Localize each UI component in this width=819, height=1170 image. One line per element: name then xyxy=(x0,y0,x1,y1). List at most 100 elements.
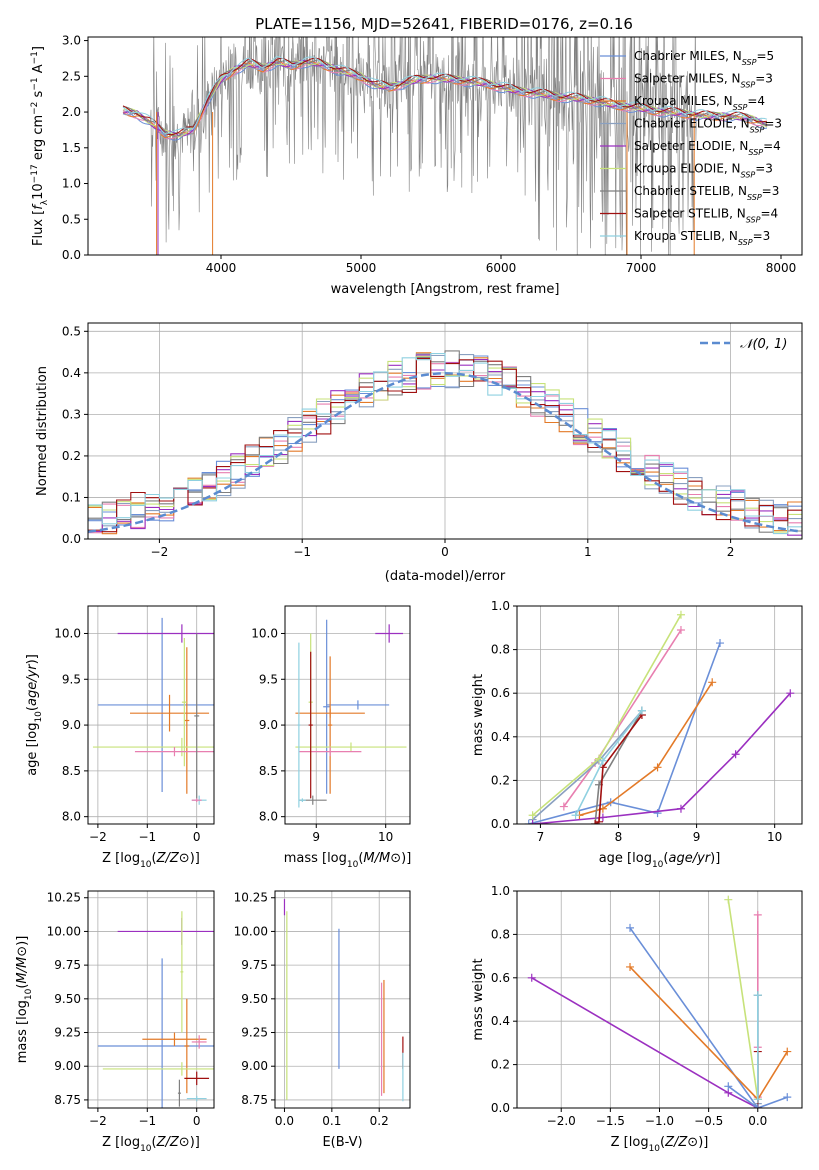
x-axis-label: E(B-V) xyxy=(322,1135,362,1150)
y-tick-label: 9.50 xyxy=(241,992,268,1006)
label-part: Z [log xyxy=(611,1135,649,1150)
legend-sub: SSP xyxy=(748,148,763,157)
legend-label: 𝒩(0, 1) xyxy=(740,337,787,352)
label-part: 10 xyxy=(140,1144,152,1154)
weight-point-marker xyxy=(676,625,685,634)
x-tick-label: 2 xyxy=(727,545,735,559)
legend-label: Salpeter ELODIE, NSSP=4 xyxy=(634,139,781,157)
label-part: mass [log xyxy=(15,1000,30,1063)
label-part: s xyxy=(31,90,46,101)
x-axis-label: wavelength [Angstrom, rest frame] xyxy=(331,282,560,297)
x-tick-label: −1.5 xyxy=(596,1114,625,1128)
y-tick-label: 1.5 xyxy=(62,141,81,155)
label-part: age/yr xyxy=(25,663,40,706)
label-part: 10 xyxy=(140,860,152,870)
weight-series-line xyxy=(594,714,643,824)
legend-label: Kroupa ELODIE, NSSP=3 xyxy=(634,162,773,180)
observed-spectrum-line xyxy=(122,37,768,255)
axes-frame xyxy=(284,605,411,825)
label-part: Z/Z⊙ xyxy=(156,1135,190,1150)
label-part: ( xyxy=(25,706,40,711)
x-tick-label: −1 xyxy=(138,830,156,844)
spectrum-plot xyxy=(122,37,768,255)
label-part: Z/Z⊙ xyxy=(156,851,190,866)
weight-point-marker xyxy=(626,923,635,932)
x-tick-label: 10 xyxy=(767,830,782,844)
mass-vs-Z-plot xyxy=(97,911,214,1108)
legend-sub: SSP xyxy=(747,193,762,202)
label-part: )] xyxy=(25,654,40,664)
y-axis-label: mass [log10(M/M⊙)] xyxy=(15,936,34,1064)
y-tick-label: 0.8 xyxy=(491,643,510,657)
legend-text: Salpeter ELODIE, N xyxy=(634,139,748,153)
label-part: ( xyxy=(152,851,157,866)
y-axis-label: mass weight xyxy=(471,674,486,756)
label-part: age/yr xyxy=(668,851,711,866)
weight-point-marker xyxy=(637,706,646,715)
plot-layer: 4000 5000 6000 7000 80000.00.51.01.52.02.53.… xyxy=(15,34,803,1154)
weight-point-marker xyxy=(598,813,607,822)
legend-suffix: =3 xyxy=(762,184,780,198)
y-tick-label: 0.0 xyxy=(491,817,510,831)
label-part: 10 xyxy=(652,860,664,870)
age-vs-Z-plot xyxy=(92,617,214,805)
y-axis-label: Normed distribution xyxy=(35,366,50,496)
y-tick-label: 3.0 xyxy=(62,34,81,48)
legend-suffix: =3 xyxy=(764,117,782,131)
x-tick-label: 1 xyxy=(584,545,592,559)
legend-suffix: =4 xyxy=(747,94,765,108)
x-tick-label: 6000 xyxy=(486,261,517,275)
y-tick-label: 10.0 xyxy=(251,626,278,640)
x-tick-label: 0 xyxy=(193,1114,201,1128)
x-tick-label: 5000 xyxy=(346,261,377,275)
legend-text: Kroupa ELODIE, N xyxy=(634,162,741,176)
legend-text: Kroupa STELIB, N xyxy=(634,229,738,243)
y-tick-label: 9.0 xyxy=(62,718,81,732)
legend-suffix: =4 xyxy=(760,207,778,221)
label-part: 10 xyxy=(31,183,46,200)
legend-sub: SSP xyxy=(738,238,753,247)
weight-vs-Z-plot xyxy=(527,895,792,1108)
y-tick-label: 8.75 xyxy=(241,1093,268,1107)
weight-series-line xyxy=(532,710,643,821)
y-tick-label: 8.75 xyxy=(54,1093,81,1107)
weight-point-marker xyxy=(598,756,607,765)
axes-frame xyxy=(87,605,215,825)
label-part: Z [log xyxy=(102,1135,140,1150)
label-part: )] xyxy=(710,851,720,866)
y-tick-label: 8.0 xyxy=(62,810,81,824)
weight-series-line xyxy=(727,1085,759,1108)
label-part: M/M⊙ xyxy=(15,946,30,984)
y-tick-label: 0.6 xyxy=(491,686,510,700)
y-tick-label: 10.25 xyxy=(234,891,268,905)
label-part: Z [log xyxy=(102,851,140,866)
x-tick-label: 8000 xyxy=(766,261,797,275)
weight-point-marker xyxy=(676,610,685,619)
label-part: Z/Z⊙ xyxy=(664,1135,698,1150)
y-tick-label: 10.00 xyxy=(47,924,81,938)
x-tick-label: 8 xyxy=(615,830,623,844)
x-tick-label: −2 xyxy=(89,1114,107,1128)
x-tick-label: −2 xyxy=(89,830,107,844)
legend-suffix: =5 xyxy=(756,49,774,63)
weight-point-marker xyxy=(724,895,733,904)
y-tick-label: 8.5 xyxy=(62,764,81,778)
y-tick-label: 0.5 xyxy=(62,324,81,338)
y-tick-label: 2.5 xyxy=(62,69,81,83)
label-part: 10 xyxy=(34,711,44,723)
label-part: 10 xyxy=(347,860,359,870)
x-axis-label: mass [log10(M/M⊙)] xyxy=(284,851,412,870)
weight-point-marker xyxy=(626,962,635,971)
label-part: ] xyxy=(31,46,46,51)
weight-point-marker xyxy=(527,973,536,982)
x-tick-label: 0.1 xyxy=(322,1114,341,1128)
axes-frame xyxy=(516,605,803,825)
y-tick-label: 0.0 xyxy=(62,532,81,546)
label-part: 10 xyxy=(649,1144,661,1154)
label-part: )] xyxy=(190,851,200,866)
weight-point-marker xyxy=(783,1047,792,1056)
weight-series-line xyxy=(629,927,788,1108)
y-tick-label: 9.5 xyxy=(259,672,278,686)
x-tick-label: 0.0 xyxy=(748,1114,767,1128)
x-tick-label: 9 xyxy=(312,830,320,844)
